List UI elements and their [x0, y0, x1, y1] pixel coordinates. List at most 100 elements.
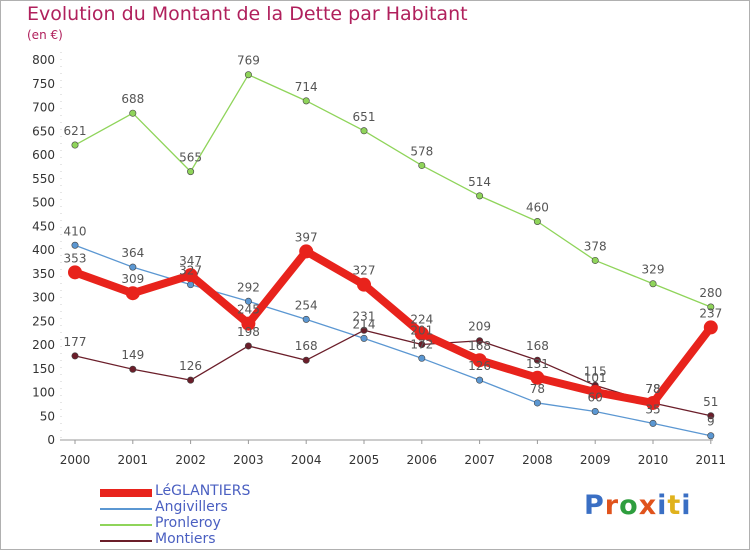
data-point [302, 97, 310, 105]
data-point [357, 277, 371, 292]
data-label: 353 [64, 251, 87, 265]
series-line-LéGLANTIERS [73, 247, 714, 407]
data-point [129, 365, 137, 373]
y-tick-label: 50 [40, 409, 55, 423]
data-label: 172 [410, 337, 433, 351]
data-point [707, 303, 715, 311]
data-point [472, 353, 487, 368]
data-label: 126 [179, 359, 202, 373]
data-label: 769 [237, 54, 260, 68]
data-label: 237 [699, 306, 722, 320]
y-tick-label: 100 [32, 386, 55, 400]
data-point [591, 256, 599, 264]
y-tick-label: 350 [32, 267, 55, 281]
data-point [476, 337, 484, 345]
data-label: 198 [237, 325, 260, 339]
data-label: 292 [237, 280, 260, 294]
legend-label: Montiers [155, 531, 216, 547]
data-point [244, 342, 252, 350]
data-label: 201 [410, 324, 433, 338]
data-label: 364 [121, 246, 144, 260]
data-label: 714 [295, 80, 318, 94]
x-tick-label: 2001 [118, 453, 149, 467]
data-label: 168 [468, 339, 491, 353]
data-label: 101 [584, 371, 607, 385]
series-line-Angivillers [74, 244, 711, 437]
logo-letter: P [584, 490, 605, 521]
y-tick-label: 800 [32, 53, 55, 67]
data-label: 224 [410, 313, 433, 327]
legend-swatch [100, 524, 152, 526]
data-point [360, 326, 368, 334]
x-tick-label: 2003 [233, 453, 264, 467]
x-tick-label: 2010 [638, 453, 669, 467]
series-line-Montiers [74, 329, 711, 417]
data-label: 688 [121, 92, 144, 106]
data-point [646, 395, 660, 410]
data-label: 168 [526, 339, 549, 353]
data-point [302, 356, 310, 364]
data-point [649, 280, 657, 288]
y-tick-label: 500 [32, 196, 55, 210]
data-point [418, 341, 426, 349]
data-label: 309 [121, 272, 144, 286]
data-point [418, 354, 426, 362]
data-label: 651 [353, 110, 376, 124]
logo-letter: t [667, 490, 682, 521]
data-point [71, 241, 79, 249]
data-label: 177 [64, 335, 87, 349]
data-label: 410 [64, 224, 87, 238]
logo-letter: i [681, 490, 692, 521]
data-point [703, 320, 718, 335]
x-tick-label: 2011 [696, 453, 727, 467]
logo-letter: r [604, 490, 620, 521]
data-point [533, 356, 541, 364]
data-label: 78 [530, 382, 545, 396]
legend-label: Angivillers [155, 499, 228, 515]
data-point [533, 218, 541, 226]
data-point [187, 376, 195, 384]
x-tick-label: 2007 [464, 453, 495, 467]
data-point [707, 432, 715, 440]
y-tick-label: 600 [32, 148, 55, 162]
x-tick-label: 2005 [349, 453, 380, 467]
data-point [476, 192, 484, 200]
data-label: 209 [468, 320, 491, 334]
logo-letter: x [638, 490, 658, 521]
data-label: 245 [237, 303, 260, 317]
data-point [591, 407, 599, 415]
data-point [418, 161, 426, 169]
series-line-Pronleroy [74, 74, 712, 308]
data-point [129, 263, 137, 271]
data-point [71, 141, 79, 149]
y-tick-label: 750 [32, 77, 55, 91]
data-point [129, 109, 137, 117]
data-point [588, 385, 603, 400]
unit-label: (en €) [27, 28, 63, 42]
data-point [360, 127, 368, 135]
y-tick-label: 300 [32, 291, 55, 305]
legend-swatch [100, 489, 152, 497]
data-label: 280 [699, 286, 722, 300]
data-label: 254 [295, 298, 318, 312]
x-tick-label: 2002 [175, 453, 206, 467]
data-label: 327 [179, 264, 202, 278]
y-tick-label: 550 [32, 172, 55, 186]
data-point [187, 168, 195, 176]
data-label: 35 [645, 402, 660, 416]
data-label: 621 [64, 124, 87, 138]
data-point [414, 326, 429, 341]
x-tick-label: 2008 [522, 453, 553, 467]
y-tick-label: 200 [32, 338, 55, 352]
logo-letter: o [619, 490, 639, 521]
y-tick-label: 650 [32, 124, 55, 138]
data-label: 149 [121, 348, 144, 362]
legend-label: Pronleroy [155, 515, 221, 531]
data-label: 378 [584, 239, 607, 253]
data-point [68, 265, 82, 280]
data-label: 78 [645, 382, 660, 396]
data-label: 115 [584, 364, 607, 378]
logo-letter: i [657, 490, 668, 521]
y-tick-label: 450 [32, 219, 55, 233]
x-tick-label: 2009 [580, 453, 611, 467]
